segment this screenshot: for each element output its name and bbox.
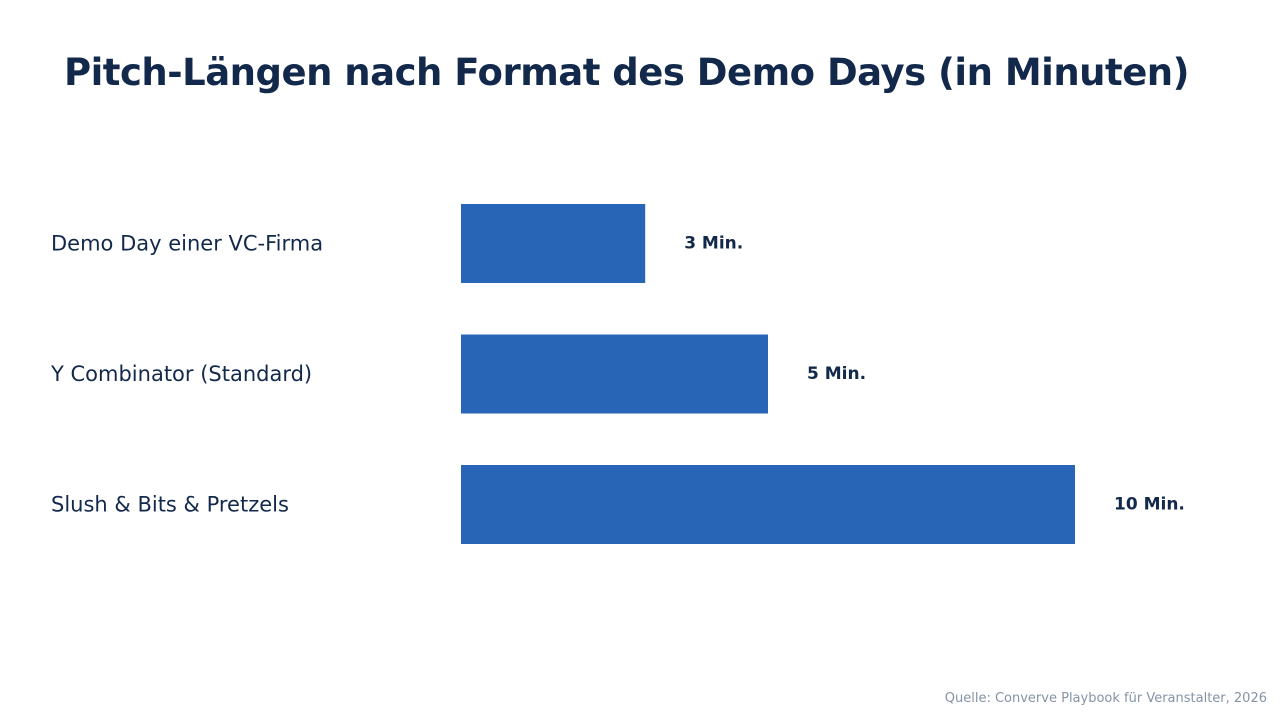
bar [461, 334, 768, 414]
chart-title: Pitch-Längen nach Format des Demo Days (… [64, 51, 1190, 94]
bars [461, 204, 1075, 544]
category-label: Y Combinator (Standard) [50, 362, 312, 386]
bar [461, 465, 1075, 544]
category-label: Slush & Bits & Pretzels [51, 493, 289, 517]
value-label: 3 Min. [684, 234, 743, 254]
bar [461, 204, 646, 283]
value-label: 10 Min. [1114, 495, 1185, 515]
source-note: Quelle: Converve Playbook für Veranstalt… [944, 691, 1267, 706]
value-label: 5 Min. [807, 364, 866, 384]
value-labels: 3 Min. 5 Min. 10 Min. [684, 234, 1185, 515]
category-labels: Demo Day einer VC-Firma Y Combinator (Sta… [50, 232, 323, 517]
category-label: Demo Day einer VC-Firma [51, 232, 323, 256]
